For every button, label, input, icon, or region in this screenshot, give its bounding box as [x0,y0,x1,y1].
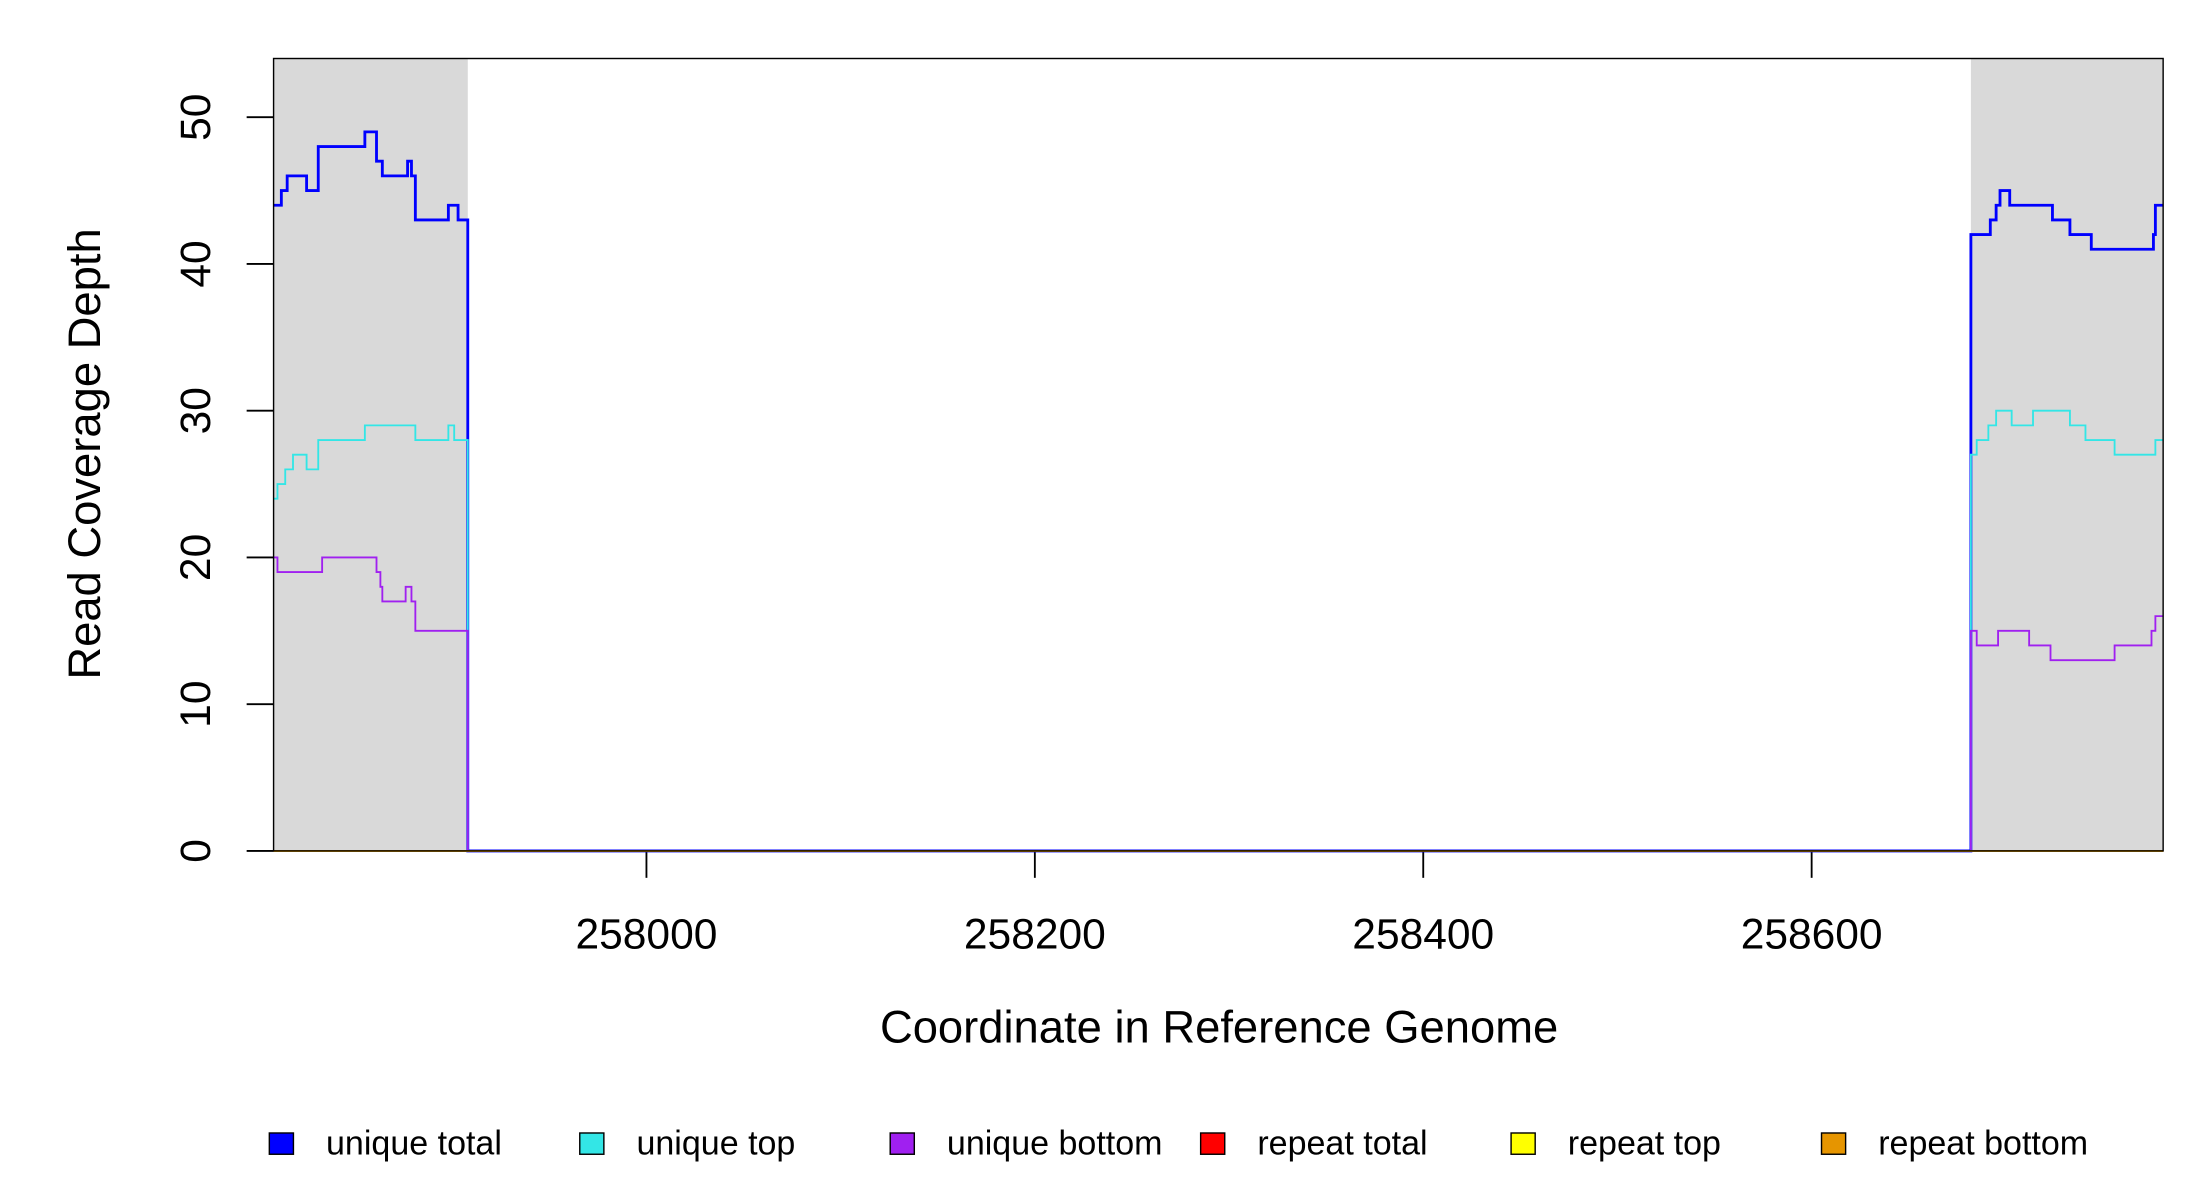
series-line [273,130,2164,853]
legend-swatch [1820,1132,1847,1155]
y-tick-label: 0 [173,839,220,863]
legend-label: repeat top [1568,1125,1721,1163]
legend-label: unique top [636,1125,795,1163]
x-axis-label: Coordinate in Reference Genome [880,1001,1558,1052]
y-tick-label: 10 [173,681,220,728]
y-tick-label: 40 [173,240,220,287]
y-axis-label: Read Coverage Depth [59,228,110,679]
legend-swatch [1510,1132,1536,1155]
legend-swatch [1199,1132,1226,1155]
y-tick-label: 30 [173,387,220,434]
plot-frame [272,57,2164,852]
legend-swatch [579,1132,605,1155]
x-tick-label: 258600 [1741,912,1883,959]
legend-label: unique total [326,1125,502,1163]
series-line [273,556,2164,852]
legend-label: unique bottom [947,1125,1163,1163]
legend-swatch [889,1132,916,1155]
x-tick-label: 258200 [964,912,1106,959]
y-tick-label: 50 [173,94,220,141]
legend-label: repeat total [1257,1125,1427,1163]
x-tick-label: 258400 [1352,912,1494,959]
legend-swatch [268,1132,295,1155]
series-line [273,409,2164,852]
legend-label: repeat bottom [1878,1125,2088,1163]
x-tick-label: 258000 [576,912,718,959]
y-tick-label: 20 [173,534,220,581]
